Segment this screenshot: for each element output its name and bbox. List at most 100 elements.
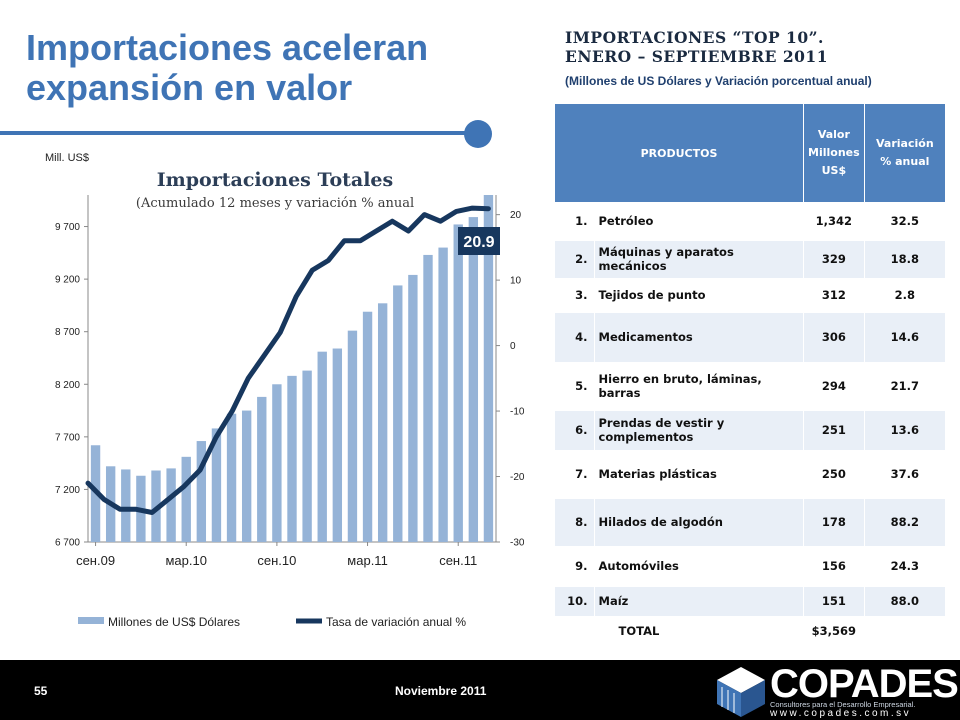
row-product: Petróleo xyxy=(594,202,805,241)
row-number: 4. xyxy=(555,312,595,363)
variation-line xyxy=(85,205,491,515)
row-value: 294 xyxy=(803,362,865,411)
row-variation: 88.2 xyxy=(864,498,947,547)
row-number: 6. xyxy=(555,410,595,451)
bar xyxy=(332,348,343,542)
table-header-row: PRODUCTOS Valor Millones US$ Variación %… xyxy=(555,104,947,202)
y-left-tick-label: 9 700 xyxy=(55,222,80,233)
y-right-tick-label: 20 xyxy=(510,210,522,221)
legend-label-line: Tasa de variación anual % xyxy=(326,615,466,629)
row-value: 312 xyxy=(803,278,865,313)
table-row: 3. Tejidos de punto 312 2.8 xyxy=(555,278,947,313)
row-product: Materias plásticas xyxy=(594,450,805,499)
y-right-tick-label: -30 xyxy=(510,538,525,549)
row-value: 156 xyxy=(803,546,865,587)
row-number: 5. xyxy=(555,362,595,411)
page-number: 55 xyxy=(34,684,48,698)
chart-subtitle: (Acumulado 12 meses y variación % anual xyxy=(136,196,414,211)
bar xyxy=(468,217,479,542)
table-title-line2: ENERO – SEPTIEMBRE 2011 xyxy=(565,47,828,66)
title-divider xyxy=(0,131,470,135)
row-variation: 37.6 xyxy=(864,450,947,499)
bar xyxy=(196,441,207,542)
imports-chart: Importaciones Totales (Acumulado 12 mese… xyxy=(55,169,525,629)
footer-date: Noviembre 2011 xyxy=(395,684,487,698)
row-number: 8. xyxy=(555,498,595,547)
y-left-tick-label: 7 700 xyxy=(55,432,80,443)
table-row: 8. Hilados de algodón 178 88.2 xyxy=(555,498,947,547)
header-variation-label: Variación xyxy=(876,137,934,150)
chart-unit-label: Mill. US$ xyxy=(45,152,90,164)
total-variation xyxy=(864,616,947,647)
row-variation: 88.0 xyxy=(864,586,947,617)
row-product: Prendas de vestir y complementos xyxy=(594,410,805,451)
row-number: 3. xyxy=(555,278,595,313)
row-product: Máquinas y aparatos mecánicos xyxy=(594,240,805,279)
y-left-tick-label: 8 700 xyxy=(55,327,80,338)
table-row: 2. Máquinas y aparatos mecánicos 329 18.… xyxy=(555,240,947,279)
y-right-tick-label: -10 xyxy=(510,407,525,418)
y-right-tick-label: 10 xyxy=(510,276,522,287)
bar xyxy=(423,254,433,542)
bar xyxy=(121,469,131,542)
row-variation: 18.8 xyxy=(864,240,947,279)
bar xyxy=(438,247,448,543)
row-variation: 14.6 xyxy=(864,312,947,363)
bar xyxy=(166,468,176,542)
y-left-tick-label: 6 700 xyxy=(55,538,80,549)
header-value: Valor Millones US$ xyxy=(803,104,865,202)
title-divider-dot xyxy=(464,120,492,148)
table-title: IMPORTACIONES “TOP 10”. ENERO – SEPTIEMB… xyxy=(565,28,955,66)
footer-bar xyxy=(0,660,960,720)
bar xyxy=(453,224,463,542)
y-right-tick-label: 0 xyxy=(510,341,516,352)
x-tick-label: мар.10 xyxy=(165,553,206,568)
table-row: 4. Medicamentos 306 14.6 xyxy=(555,312,947,363)
chart-legend: Millones de US$ Dólares Tasa de variació… xyxy=(78,615,466,629)
row-number: 7. xyxy=(555,450,595,499)
bar xyxy=(362,311,373,542)
row-number: 2. xyxy=(555,240,595,279)
logo-url: www.copades.com.sv xyxy=(770,708,912,719)
table-row: 6. Prendas de vestir y complementos 251 … xyxy=(555,410,947,451)
table-row: 9. Automóviles 156 24.3 xyxy=(555,546,947,587)
header-value-label: Valor xyxy=(817,128,850,141)
annotation-label: 20.9 xyxy=(463,234,494,251)
bar xyxy=(272,384,282,542)
row-variation: 2.8 xyxy=(864,278,947,313)
table-row: 7. Materias plásticas 250 37.6 xyxy=(555,450,947,499)
row-variation: 24.3 xyxy=(864,546,947,587)
x-tick-label: сен.09 xyxy=(76,553,115,568)
x-tick-label: сен.11 xyxy=(439,553,477,568)
row-value: 251 xyxy=(803,410,865,451)
table-row: 5. Hierro en bruto, láminas, barras 294 … xyxy=(555,362,947,411)
row-variation: 21.7 xyxy=(864,362,947,411)
x-tick-label: мар.11 xyxy=(347,553,388,568)
row-value: 151 xyxy=(803,586,865,617)
bar xyxy=(317,351,327,542)
total-label: TOTAL xyxy=(594,616,805,647)
bar xyxy=(257,396,267,542)
logo-name: COPADES xyxy=(770,662,959,706)
bar xyxy=(302,370,312,542)
top10-imports-table: PRODUCTOS Valor Millones US$ Variación %… xyxy=(555,104,947,647)
table-subtitle: (Millones de US Dólares y Variación porc… xyxy=(565,74,872,88)
row-value: 329 xyxy=(803,240,865,279)
copades-logo: COPADES Consultores para el Desarrollo E… xyxy=(712,662,960,720)
table-row: 1. Petróleo 1,342 32.5 xyxy=(555,202,947,241)
logo-tagline: Consultores para el Desarrollo Empresari… xyxy=(770,700,916,709)
annotation-box xyxy=(458,227,500,255)
y-right-tick-label: -20 xyxy=(510,472,525,483)
x-tick-label: сен.10 xyxy=(257,553,296,568)
header-value-unit: Millones US$ xyxy=(808,146,860,177)
row-product: Hilados de algodón xyxy=(594,498,805,547)
y-left-tick-label: 9 200 xyxy=(55,275,80,286)
bar xyxy=(226,413,237,542)
bar xyxy=(347,330,358,542)
legend-label-bars: Millones de US$ Dólares xyxy=(108,615,240,629)
chart-title: Importaciones Totales xyxy=(157,169,393,191)
bar xyxy=(287,375,297,542)
row-product: Automóviles xyxy=(594,546,805,587)
table-total-row: TOTAL $3,569 xyxy=(555,616,947,647)
row-value: 250 xyxy=(803,450,865,499)
